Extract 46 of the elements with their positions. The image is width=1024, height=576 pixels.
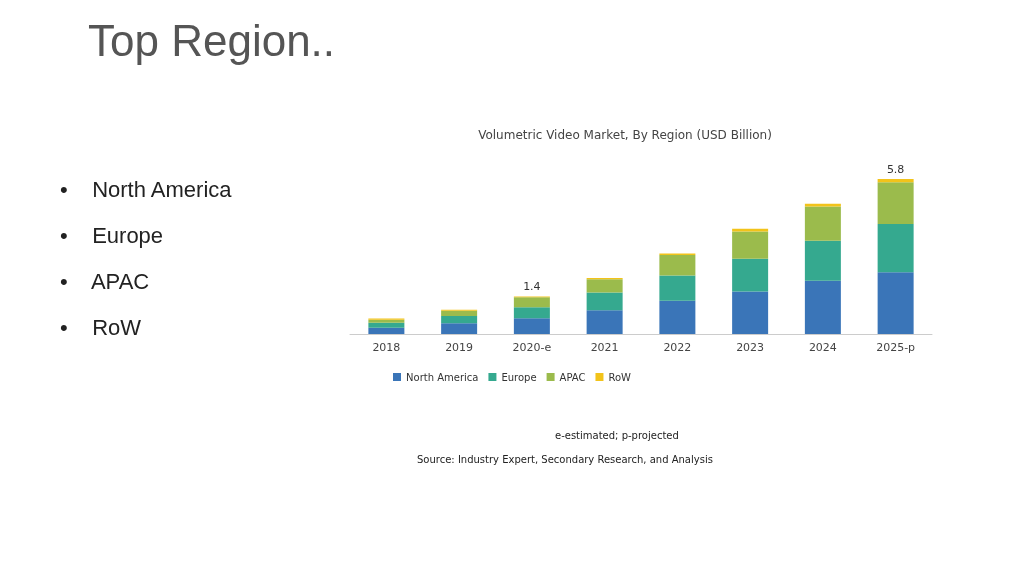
text: • RoW (60, 314, 142, 340)
text: • APAC (60, 268, 150, 294)
bar (659, 255, 696, 276)
bar (586, 279, 623, 293)
bar (441, 310, 478, 317)
bar (732, 291, 769, 334)
legend-label: APAC (559, 371, 586, 383)
bar (368, 327, 405, 334)
bar (659, 300, 696, 334)
text: • Europe (60, 222, 164, 248)
bar (513, 318, 550, 334)
x-tick-label: 2022 (663, 341, 692, 354)
legend-label: Europe (501, 371, 537, 383)
source-note: Source: Industry Expert, Secondary Research, and Analysis (417, 453, 713, 465)
x-tick-label: 2025-p (876, 341, 916, 354)
bar (732, 258, 769, 292)
bar (804, 206, 841, 241)
text: Top Region.. (88, 15, 336, 65)
x-tick-label: 2018 (372, 341, 401, 354)
chart-title: Volumetric Video Market, By Region (USD Billion) (478, 128, 772, 142)
bar (441, 323, 478, 334)
bar (877, 179, 914, 183)
x-tick-label: 2024 (808, 341, 837, 354)
bar (877, 223, 914, 273)
bar (804, 240, 841, 281)
annotation: 5.8 (886, 163, 905, 176)
bar (732, 231, 769, 259)
bar (659, 275, 696, 301)
x-tick-label: 2019 (445, 341, 474, 354)
legend-label: North America (406, 371, 479, 383)
bar (877, 272, 914, 334)
x-tick-label: 2020-e (512, 341, 552, 354)
bar (368, 322, 405, 328)
legend-label: RoW (608, 371, 632, 383)
text: e-estimated; p-projected (555, 429, 679, 441)
bar (586, 292, 623, 311)
x-tick-label: 2023 (736, 341, 765, 354)
text: • North America (60, 176, 233, 202)
x-tick-label: 2021 (590, 341, 619, 354)
bar (877, 182, 914, 224)
bar (513, 297, 550, 308)
bar (441, 316, 478, 324)
bar (804, 280, 841, 334)
bar (586, 310, 623, 334)
annotation: 1.4 (523, 280, 541, 294)
bar (513, 307, 550, 319)
